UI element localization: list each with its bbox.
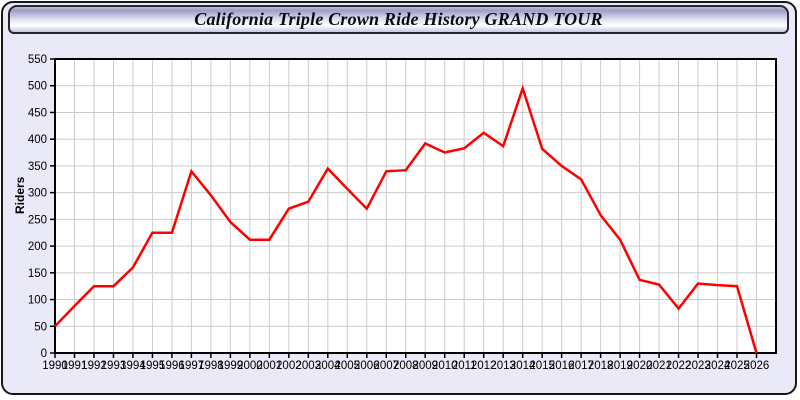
y-tick-label: 200	[28, 241, 47, 253]
x-tick-label: 2020	[627, 360, 653, 372]
x-tick-label: 2021	[646, 360, 672, 372]
x-tick-label: 1996	[159, 360, 185, 372]
x-tick-label: 2008	[393, 360, 419, 372]
y-tick-label: 150	[28, 268, 47, 280]
x-tick-label: 1998	[198, 360, 224, 372]
x-tick-label: 1992	[81, 360, 107, 372]
x-tick-label: 2015	[529, 360, 555, 372]
x-tick-label: 1994	[120, 360, 146, 372]
x-tick-label: 2019	[607, 360, 633, 372]
chart-title-bar: California Triple Crown Ride History GRA…	[8, 5, 789, 34]
x-tick-label: 2010	[432, 360, 458, 372]
y-tick-label: 500	[28, 81, 47, 93]
y-tick-label: 0	[41, 348, 47, 360]
x-tick-label: 2016	[549, 360, 575, 372]
y-axis-label: Riders	[13, 176, 27, 214]
x-tick-label: 2022	[666, 360, 692, 372]
x-tick-label: 1995	[140, 360, 166, 372]
x-tick-label: 1991	[62, 360, 88, 372]
x-tick-label: 2009	[412, 360, 438, 372]
page-title: California Triple Crown Ride History GRA…	[194, 9, 603, 29]
x-tick-label: 2023	[685, 360, 711, 372]
x-tick-label: 2017	[568, 360, 594, 372]
x-tick-label: 2000	[237, 360, 263, 372]
x-tick-label: 2013	[490, 360, 516, 372]
y-tick-label: 450	[28, 107, 47, 119]
plot-border	[54, 58, 777, 354]
x-tick-label: 2004	[315, 360, 341, 372]
x-tick-label: 1993	[101, 360, 127, 372]
x-tick-label: 2007	[373, 360, 399, 372]
y-tick-label: 300	[28, 188, 47, 200]
x-tick-label: 2002	[276, 360, 302, 372]
y-tick-label: 50	[34, 321, 47, 333]
x-tick-label: 2014	[510, 360, 536, 372]
x-tick-label: 1999	[218, 360, 244, 372]
x-tick-label: 2005	[334, 360, 360, 372]
x-tick-label: 1997	[179, 360, 205, 372]
x-tick-label: 2006	[354, 360, 380, 372]
x-tick-label: 2025	[724, 360, 750, 372]
x-tick-label: 2003	[296, 360, 322, 372]
x-tick-label: 2001	[257, 360, 283, 372]
data-line-riders	[54, 84, 758, 354]
y-tick-label: 550	[28, 54, 47, 66]
y-tick-label: 350	[28, 161, 47, 173]
x-tick-label: 2011	[452, 360, 477, 372]
x-tick-label: 2012	[471, 360, 497, 372]
x-tick-label: 2026	[744, 360, 770, 372]
plot-area	[55, 59, 776, 353]
x-tick-label: 2024	[705, 360, 731, 372]
y-tick-label: 100	[28, 295, 47, 307]
y-tick-label: 400	[28, 134, 47, 146]
y-tick-label: 250	[28, 214, 47, 226]
x-tick-label: 1990	[42, 360, 68, 372]
x-tick-label: 2018	[588, 360, 614, 372]
